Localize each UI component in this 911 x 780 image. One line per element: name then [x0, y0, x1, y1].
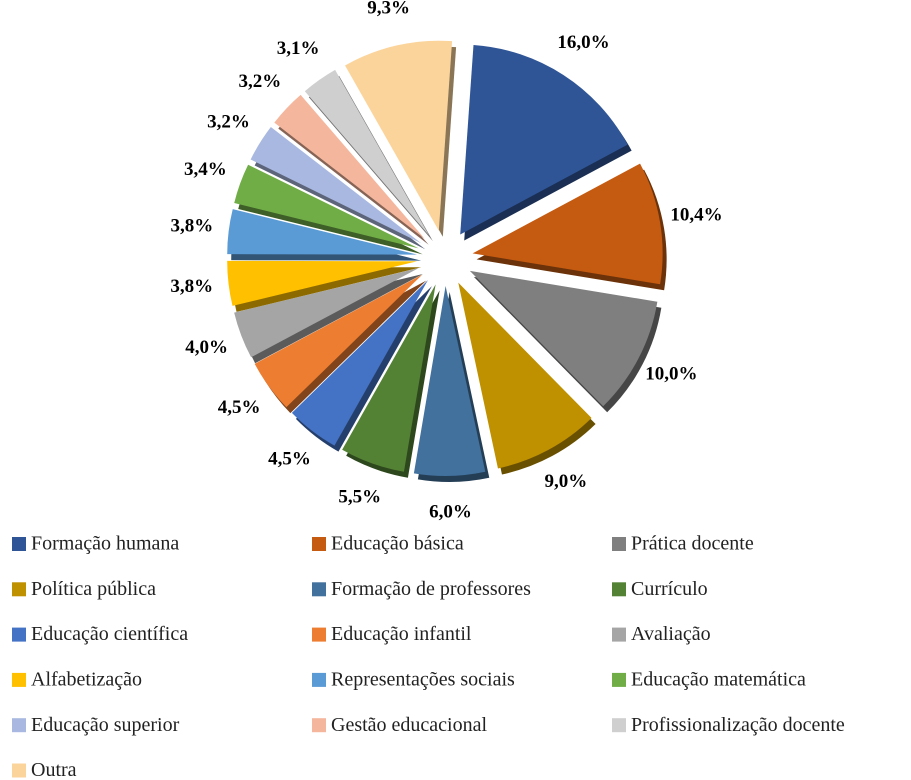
slice: [472, 163, 663, 285]
slice: [458, 282, 592, 469]
legend-label: Formação humana: [31, 533, 179, 555]
slice: [469, 270, 658, 407]
slice-shadow: [238, 273, 423, 364]
slice: [304, 69, 429, 236]
slice: [291, 280, 428, 446]
data-label: 4,5%: [268, 448, 311, 469]
legend-label: Currículo: [631, 578, 708, 600]
legend-swatch: [12, 672, 26, 687]
legend-swatch: [12, 537, 26, 551]
legend-label: Profissionalização docente: [631, 714, 845, 736]
slice: [342, 284, 436, 472]
data-label: 9,3%: [367, 0, 410, 19]
legend-swatch: [612, 672, 626, 687]
legend-swatch: [312, 537, 326, 551]
data-label: 16,0%: [557, 32, 609, 53]
data-label: 3,4%: [184, 159, 227, 180]
slice: [250, 127, 422, 244]
legend-swatch: [612, 537, 626, 551]
data-label: 3,2%: [207, 112, 250, 133]
legend-label: Educação infantil: [331, 623, 472, 645]
data-label: 10,0%: [645, 364, 697, 385]
slice: [234, 164, 419, 249]
legend-swatch: [12, 718, 26, 733]
legend-swatch: [612, 627, 626, 642]
data-label: 3,8%: [170, 276, 213, 297]
slice: [254, 274, 423, 408]
data-label: 4,0%: [185, 337, 228, 358]
slice: [460, 44, 628, 235]
legend-label: Educação matemática: [631, 668, 806, 690]
legend-label: Avaliação: [631, 623, 711, 645]
legend-swatch: [612, 718, 626, 733]
slice: [274, 94, 425, 239]
legend-swatch: [312, 672, 326, 687]
slice: [227, 260, 418, 306]
legend-label: Representações sociais: [331, 668, 515, 690]
legend-swatch: [312, 627, 326, 642]
legend-swatch: [312, 718, 326, 733]
legend-label: Outra: [31, 759, 77, 780]
slice: [227, 209, 418, 255]
data-label: 3,2%: [239, 71, 282, 92]
slice: [234, 267, 419, 358]
slice: [413, 285, 486, 476]
legend-label: Alfabetização: [31, 668, 142, 690]
legend-swatch: [12, 627, 26, 642]
legend-label: Formação de professores: [331, 578, 531, 600]
legend-swatch: [612, 582, 626, 597]
data-label: 4,5%: [218, 397, 261, 418]
legend-label: Educação superior: [31, 714, 180, 736]
data-label: 3,8%: [171, 215, 214, 236]
data-label: 5,5%: [338, 487, 381, 508]
data-label: 3,1%: [277, 38, 320, 59]
data-label: 10,4%: [670, 205, 722, 226]
legend-label: Educação básica: [331, 533, 464, 555]
legend-swatch: [12, 763, 26, 778]
legend-label: Política pública: [31, 578, 156, 600]
legend-swatch: [312, 582, 326, 597]
data-label: 9,0%: [545, 471, 588, 492]
legend-label: Gestão educacional: [331, 714, 487, 736]
legend-label: Educação científica: [31, 623, 188, 645]
data-label: 6,0%: [429, 501, 472, 522]
legend-swatch: [12, 582, 26, 597]
legend-label: Prática docente: [631, 533, 754, 555]
slice: [345, 40, 453, 231]
